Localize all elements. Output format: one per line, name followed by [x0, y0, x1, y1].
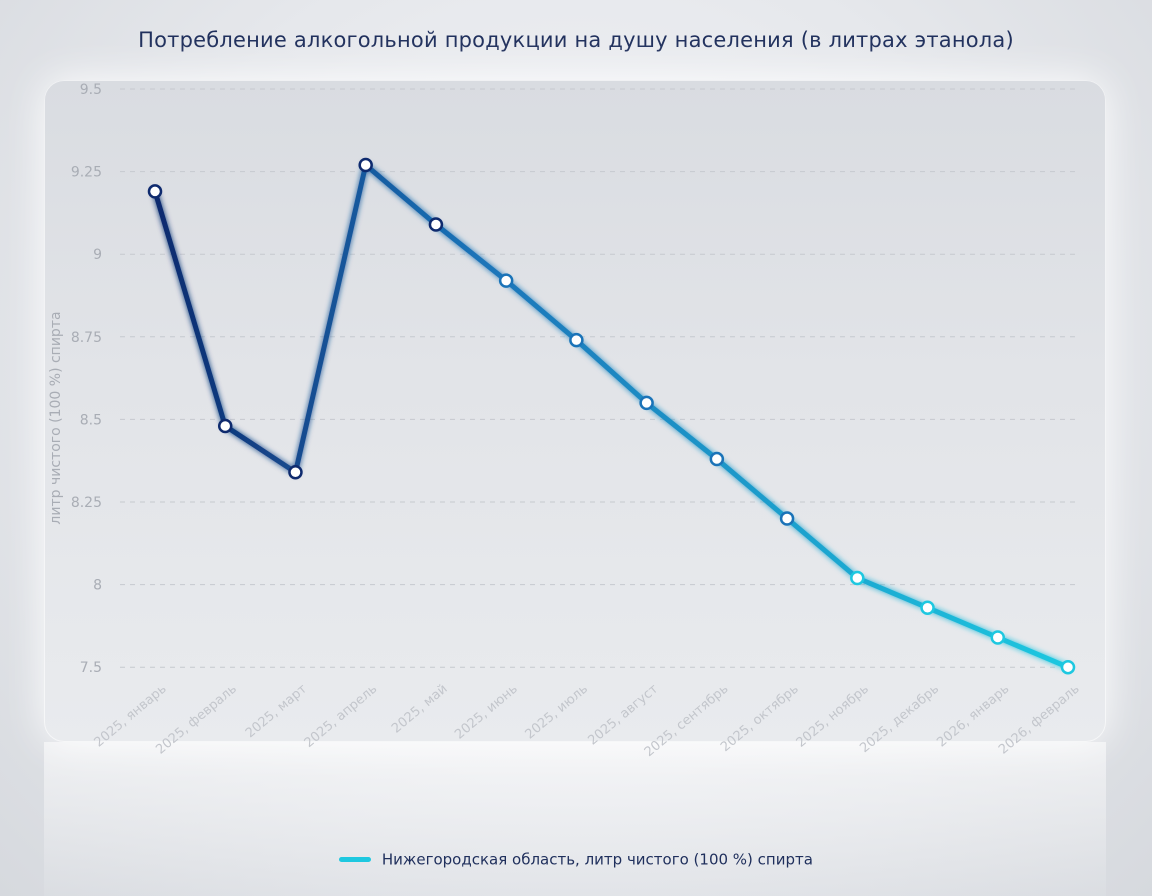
- y-tick-label: 8: [93, 578, 102, 594]
- data-point: [920, 600, 935, 615]
- legend-label: Нижегородская область, литр чистого (100…: [381, 850, 813, 869]
- y-tick-label: 7.5: [80, 660, 102, 676]
- data-point: [428, 217, 444, 232]
- data-point: [288, 465, 303, 480]
- grid: [120, 88, 1075, 668]
- x-tick-label: 2025, ноябрь: [794, 682, 872, 751]
- data-point: [569, 332, 584, 348]
- floor-reflection: [44, 742, 1106, 896]
- chart-title: Потребление алкогольной продукции на душ…: [138, 28, 1014, 52]
- y-tick-label: 9.25: [71, 165, 102, 181]
- x-tick-label: 2025, июль: [523, 682, 591, 743]
- series-line: [152, 162, 1071, 670]
- y-axis-label: литр чистого (100 %) спирта: [48, 311, 64, 524]
- x-tick-label: 2025, август: [585, 681, 661, 748]
- x-tick-label: 2025, март: [243, 681, 310, 741]
- x-tick-label: 2025, апрель: [302, 682, 381, 751]
- data-point: [990, 630, 1006, 645]
- data-point: [709, 451, 725, 467]
- x-tick-label: 2026, январь: [934, 682, 1012, 751]
- y-tick-label: 8.25: [71, 495, 102, 511]
- y-tick-label: 8.75: [71, 330, 102, 346]
- series-points: [147, 157, 1076, 675]
- y-axis: 9.5 9.25 9 8.75 8.5 8.25 8 7.5: [71, 82, 102, 676]
- data-point: [779, 511, 795, 526]
- x-tick-label: 2025, май: [389, 682, 450, 737]
- series-line-layer: [152, 162, 1071, 670]
- data-point: [498, 273, 514, 288]
- data-point: [639, 395, 654, 411]
- legend-swatch: [339, 857, 372, 862]
- data-point: [147, 184, 163, 199]
- data-point: [1060, 659, 1076, 675]
- x-tick-label: 2025, январь: [92, 682, 170, 751]
- data-point: [358, 157, 373, 173]
- data-point: [217, 418, 233, 434]
- legend: Нижегородская область, литр чистого (100…: [0, 850, 1152, 869]
- y-tick-label: 8.5: [80, 412, 102, 428]
- x-tick-label: 2025, июнь: [452, 682, 521, 743]
- y-tick-label: 9.5: [80, 82, 102, 98]
- y-tick-label: 9: [93, 247, 102, 263]
- data-point: [850, 570, 865, 586]
